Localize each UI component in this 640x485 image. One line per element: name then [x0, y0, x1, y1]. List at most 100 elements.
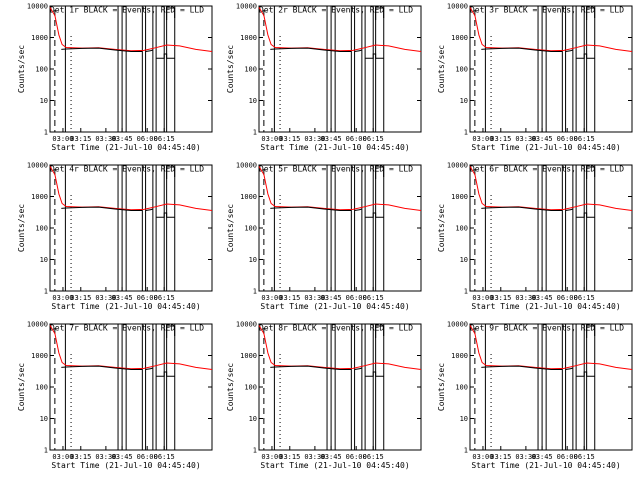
y-axis-label: Counts/sec: [226, 45, 235, 93]
y-tick-label: 10000: [27, 3, 48, 11]
x-axis-label: Start Time (21-Jul-10 04:45:40): [260, 302, 409, 311]
x-tick-label: 06:00: [137, 294, 158, 302]
events-series-step: [156, 371, 175, 377]
y-tick-label: 1000: [31, 34, 48, 42]
panel-title: Det 3r BLACK = Events, RED = LLD: [470, 6, 624, 15]
x-axis-label: Start Time (21-Jul-10 04:45:40): [51, 461, 200, 470]
y-axis-label: Counts/sec: [226, 204, 235, 252]
y-axis-label: Counts/sec: [437, 45, 446, 93]
plot-frame: [258, 5, 422, 133]
lld-series-line: [258, 7, 422, 52]
plot-frame: [258, 323, 422, 451]
x-tick-label: 06:15: [363, 135, 384, 143]
y-tick-label: 1: [44, 288, 48, 296]
x-tick-label: 03:45: [532, 294, 553, 302]
panel-title: Det 7r BLACK = Events, RED = LLD: [50, 324, 204, 333]
x-tick-label: 03:15: [279, 135, 300, 143]
events-series-step: [156, 212, 175, 218]
events-top-marker: [166, 325, 176, 338]
x-tick-label: 03:30: [515, 135, 536, 143]
x-tick-label: 06:15: [154, 453, 175, 461]
panel-4: Det 4r BLACK = Events, RED = LLD 1 10 100 10…: [17, 162, 213, 311]
events-series-step: [365, 53, 384, 59]
y-tick-label: 10: [40, 415, 48, 423]
y-tick-label: 10000: [447, 162, 468, 170]
y-tick-label: 100: [455, 225, 468, 233]
x-tick-label: 03:30: [515, 453, 536, 461]
events-series-step: [156, 53, 175, 59]
panel-title: Det 1r BLACK = Events, RED = LLD: [50, 6, 204, 15]
lld-series-line: [469, 166, 633, 211]
lld-series-line: [258, 325, 422, 370]
panel-title: Det 6r BLACK = Events, RED = LLD: [470, 165, 624, 174]
events-top-marker: [375, 7, 385, 20]
y-tick-label: 100: [244, 384, 257, 392]
events-series-line: [565, 367, 574, 370]
events-series-line: [270, 206, 352, 211]
events-series-line: [145, 367, 154, 370]
y-tick-label: 100: [455, 384, 468, 392]
y-tick-label: 10000: [27, 321, 48, 329]
x-tick-label: 03:15: [490, 453, 511, 461]
y-tick-label: 1: [464, 129, 468, 137]
lld-series-line: [49, 325, 213, 370]
lld-series-line: [469, 325, 633, 370]
x-tick-label: 03:15: [70, 453, 91, 461]
panel-title: Det 4r BLACK = Events, RED = LLD: [50, 165, 204, 174]
x-tick-label: 03:30: [95, 453, 116, 461]
events-top-marker: [166, 166, 176, 179]
y-tick-label: 100: [244, 225, 257, 233]
x-tick-label: 06:15: [574, 135, 595, 143]
y-axis-label: Counts/sec: [226, 363, 235, 411]
y-tick-label: 10: [249, 415, 257, 423]
events-series-line: [61, 365, 143, 370]
x-tick-label: 03:45: [532, 135, 553, 143]
y-tick-label: 10000: [236, 3, 257, 11]
events-series-line: [354, 49, 363, 52]
panel-5: Det 5r BLACK = Events, RED = LLD 1 10 100 10…: [226, 162, 422, 311]
x-tick-label: 06:15: [574, 294, 595, 302]
plot-frame: [469, 5, 633, 133]
x-tick-label: 03:15: [490, 294, 511, 302]
x-tick-label: 06:00: [557, 135, 578, 143]
x-tick-label: 03:00: [261, 453, 282, 461]
y-tick-label: 1000: [451, 34, 468, 42]
x-tick-label: 06:00: [346, 453, 367, 461]
x-axis-label: Start Time (21-Jul-10 04:45:40): [260, 461, 409, 470]
events-series-line: [145, 49, 154, 52]
y-axis-label: Counts/sec: [437, 204, 446, 252]
events-series-step: [576, 212, 595, 218]
x-tick-label: 03:45: [321, 135, 342, 143]
x-tick-label: 03:30: [95, 135, 116, 143]
lld-series-line: [258, 166, 422, 211]
y-tick-label: 10000: [447, 3, 468, 11]
x-tick-label: 06:00: [346, 135, 367, 143]
events-series-line: [61, 47, 143, 52]
x-tick-label: 03:15: [279, 294, 300, 302]
y-axis-label: Counts/sec: [17, 45, 26, 93]
y-tick-label: 1000: [240, 193, 257, 201]
x-tick-label: 03:45: [112, 453, 133, 461]
panel-title: Det 8r BLACK = Events, RED = LLD: [259, 324, 413, 333]
events-series-line: [354, 208, 363, 211]
y-tick-label: 1: [464, 288, 468, 296]
events-series-line: [145, 208, 154, 211]
y-tick-label: 10000: [27, 162, 48, 170]
panel-2: Det 2r BLACK = Events, RED = LLD 1 10 100 10…: [226, 3, 422, 152]
events-top-marker: [586, 166, 596, 179]
lld-series-line: [49, 7, 213, 52]
events-series-line: [565, 49, 574, 52]
x-tick-label: 06:15: [154, 135, 175, 143]
y-tick-label: 1000: [240, 34, 257, 42]
panel-title: Det 5r BLACK = Events, RED = LLD: [259, 165, 413, 174]
x-tick-label: 03:15: [70, 135, 91, 143]
y-axis-label: Counts/sec: [17, 204, 26, 252]
panel-6: Det 6r BLACK = Events, RED = LLD 1 10 100 10…: [437, 162, 633, 311]
y-tick-label: 10000: [447, 321, 468, 329]
y-tick-label: 10000: [236, 162, 257, 170]
y-tick-label: 1: [253, 447, 257, 455]
x-tick-label: 03:00: [472, 294, 493, 302]
x-tick-label: 03:30: [515, 294, 536, 302]
x-tick-label: 03:45: [532, 453, 553, 461]
